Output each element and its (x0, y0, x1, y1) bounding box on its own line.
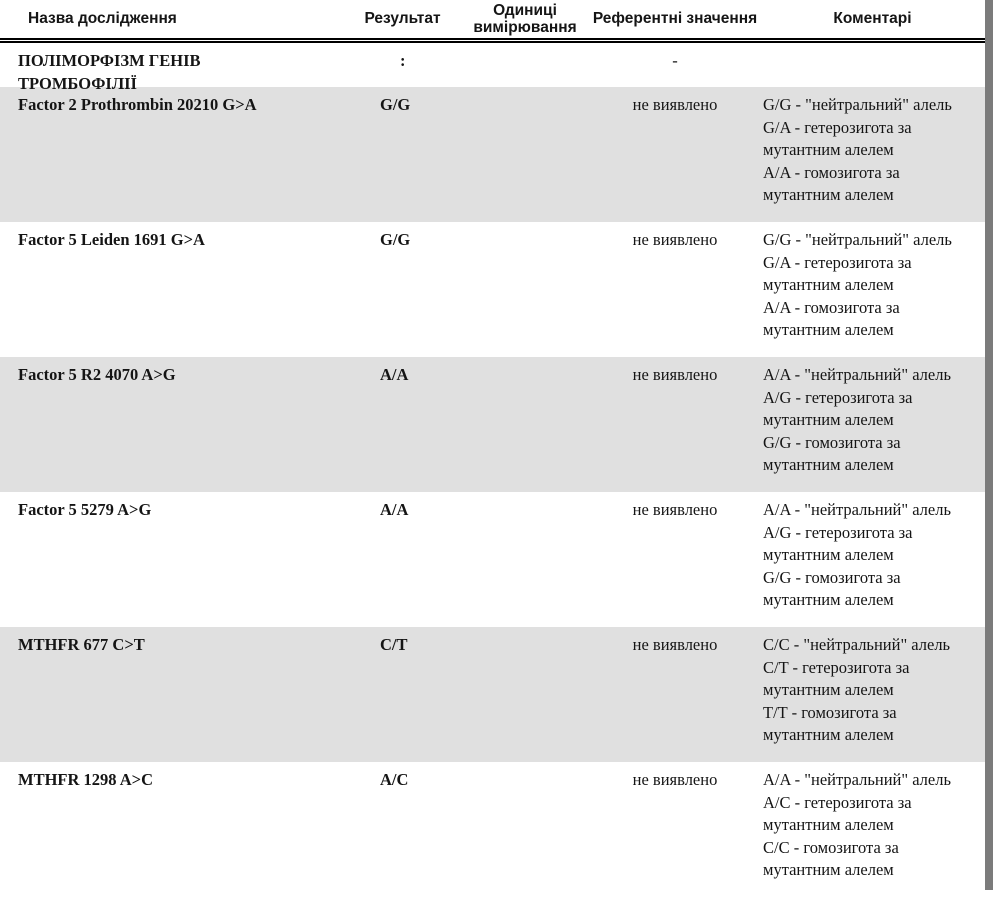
comment-line: A/A - гомозигота за (763, 162, 900, 182)
test-name-text: Factor 2 Prothrombin 20210 G>A (18, 95, 257, 114)
comment-line: C/T - гетерозигота за (763, 657, 910, 677)
test-name-text: MTHFR 1298 A>C (18, 770, 153, 789)
test-name-text: MTHFR 677 C>T (18, 635, 145, 654)
reference-value: не виявлено (632, 230, 718, 249)
test-name: Factor 5 R2 4070 A>G (0, 357, 345, 387)
comments-cell: G/G - "нейтральний" алель G/A - гетерози… (760, 87, 985, 207)
comment-line: мутантним алелем (763, 725, 894, 744)
comment-line: G/A - гетерозигота за (763, 252, 912, 272)
comment-line: A/A - гомозигота за (763, 297, 900, 317)
comment-line: мутантним алелем (763, 410, 894, 429)
comment-line: G/G - гомозигота за (763, 567, 901, 587)
comment-line: G/G - гомозигота за (763, 432, 901, 452)
reference-value: не виявлено (632, 365, 718, 384)
test-units (460, 357, 590, 364)
comment-line: C/C - "нейтральний" алель (763, 635, 951, 654)
comment-line: мутантним алелем (763, 590, 894, 609)
column-header-result: Результат (364, 10, 441, 27)
reference-value: не виявлено (632, 500, 718, 519)
test-name: MTHFR 677 C>T (0, 627, 345, 657)
reference-value: не виявлено (632, 635, 718, 654)
comment-line: A/G - гетерозигота за (763, 522, 913, 542)
test-name-text: Factor 5 R2 4070 A>G (18, 365, 176, 384)
comment-line: мутантним алелем (763, 320, 894, 339)
section-comments (760, 43, 985, 50)
column-header-units: Одиниці вимірювання (473, 1, 577, 36)
test-result: A/A (380, 365, 409, 384)
comment-line: мутантним алелем (763, 680, 894, 699)
comment-line: мутантним алелем (763, 185, 894, 204)
comment-line: A/A - "нейтральний" алель (763, 500, 951, 519)
comments-cell: G/G - "нейтральний" алель G/A - гетерози… (760, 222, 985, 342)
comment-line: A/G - гетерозигота за (763, 387, 913, 407)
comment-line: A/A - "нейтральний" алель (763, 770, 951, 789)
comments-cell: A/A - "нейтральний" алель A/G - гетерози… (760, 357, 985, 477)
vertical-scrollbar[interactable] (985, 0, 993, 890)
comment-line: G/G - "нейтральний" алель (763, 230, 952, 249)
comment-line: мутантним алелем (763, 545, 894, 564)
comments-cell: A/A - "нейтральний" алель A/G - гетерози… (760, 492, 985, 612)
comment-line: мутантним алелем (763, 275, 894, 294)
comment-line: мутантним алелем (763, 860, 894, 879)
test-name: Factor 2 Prothrombin 20210 G>A (0, 87, 345, 117)
comment-line: мутантним алелем (763, 140, 894, 159)
table-row: Factor 2 Prothrombin 20210 G>A G/G не ви… (0, 87, 985, 222)
test-result: C/T (380, 635, 408, 654)
comment-line: G/G - "нейтральний" алель (763, 95, 952, 114)
test-name: Factor 5 5279 A>G (0, 492, 345, 522)
section-reference: - (672, 51, 678, 70)
table-header-row: Назва дослідження Результат Одиниці вимі… (0, 0, 985, 37)
test-result: A/A (380, 500, 409, 519)
comment-line: A/A - "нейтральний" алель (763, 365, 951, 384)
comment-line: мутантним алелем (763, 815, 894, 834)
test-units (460, 222, 590, 229)
table-row: Factor 5 Leiden 1691 G>A G/G не виявлено… (0, 222, 985, 357)
column-header-test-name: Назва дослідження (28, 10, 177, 27)
comments-cell: A/A - "нейтральний" алель A/C - гетерози… (760, 762, 985, 882)
table-row: MTHFR 677 C>T C/T не виявлено C/C - "ней… (0, 627, 985, 762)
test-name: Factor 5 Leiden 1691 G>A (0, 222, 345, 252)
section-result: : (400, 51, 406, 70)
column-header-reference: Референтні значення (592, 10, 758, 27)
comment-line: мутантним алелем (763, 455, 894, 474)
table-row: Factor 5 R2 4070 A>G A/A не виявлено A/A… (0, 357, 985, 492)
reference-value: не виявлено (632, 770, 718, 789)
table-row: MTHFR 1298 A>C A/C не виявлено A/A - "не… (0, 762, 985, 897)
header-divider (0, 38, 990, 43)
section-row-thrombophilia: ПОЛІМОРФІЗМ ГЕНІВ ТРОМБОФІЛІЇ : - (0, 43, 985, 93)
comment-line: G/A - гетерозигота за (763, 117, 912, 137)
comments-cell: C/C - "нейтральний" алель C/T - гетерози… (760, 627, 985, 747)
section-units (460, 43, 590, 50)
test-result: A/C (380, 770, 409, 789)
test-name-text: Factor 5 5279 A>G (18, 500, 152, 519)
comment-line: C/C - гомозигота за (763, 837, 899, 857)
test-units (460, 492, 590, 499)
comment-line: A/C - гетерозигота за (763, 792, 912, 812)
section-title: ПОЛІМОРФІЗМ ГЕНІВ ТРОМБОФІЛІЇ (0, 43, 345, 95)
test-units (460, 627, 590, 634)
reference-value: не виявлено (632, 95, 718, 114)
test-units (460, 87, 590, 94)
section-title-text: ПОЛІМОРФІЗМ ГЕНІВ ТРОМБОФІЛІЇ (18, 51, 201, 93)
comment-line: T/T - гомозигота за (763, 702, 897, 722)
column-header-comments: Коментарі (833, 10, 912, 27)
test-result: G/G (380, 95, 411, 114)
test-name-text: Factor 5 Leiden 1691 G>A (18, 230, 205, 249)
table-row: Factor 5 5279 A>G A/A не виявлено A/A - … (0, 492, 985, 627)
test-result: G/G (380, 230, 411, 249)
test-units (460, 762, 590, 769)
test-name: MTHFR 1298 A>C (0, 762, 345, 792)
